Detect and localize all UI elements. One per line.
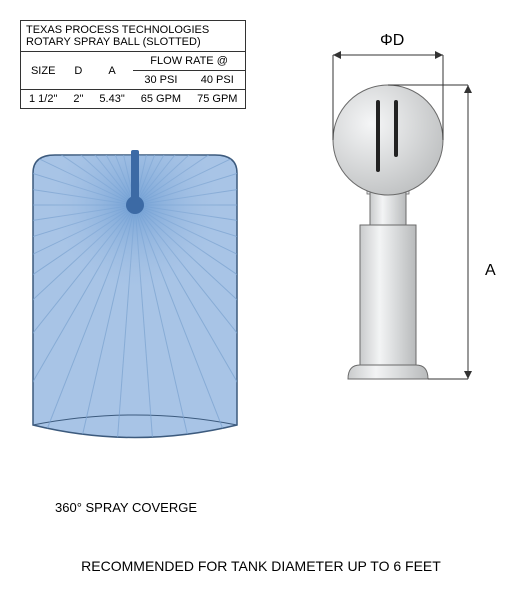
- cell-d: 2": [65, 90, 91, 109]
- col-flowrate: FLOW RATE @: [133, 52, 246, 71]
- svg-text:ΦD: ΦD: [380, 32, 404, 49]
- spec-table: TEXAS PROCESS TECHNOLOGIES ROTARY SPRAY …: [20, 20, 246, 109]
- cell-gpm40: 75 GPM: [189, 90, 246, 109]
- table-row: 1 1/2" 2" 5.43" 65 GPM 75 GPM: [21, 90, 246, 109]
- sprayball-drawing: ΦD A: [320, 30, 510, 475]
- recommendation-label: RECOMMENDED FOR TANK DIAMETER UP TO 6 FE…: [0, 558, 522, 574]
- cell-size: 1 1/2": [21, 90, 66, 109]
- svg-text:A: A: [485, 262, 496, 279]
- cell-gpm30: 65 GPM: [133, 90, 189, 109]
- col-d: D: [65, 52, 91, 90]
- col-30psi: 30 PSI: [133, 71, 189, 90]
- cell-a: 5.43": [91, 90, 132, 109]
- tank-spray-diagram: [25, 135, 245, 480]
- coverage-label: 360° SPRAY COVERGE: [55, 500, 197, 515]
- col-40psi: 40 PSI: [189, 71, 246, 90]
- table-title-1: TEXAS PROCESS TECHNOLOGIES: [26, 24, 240, 36]
- table-title-2: ROTARY SPRAY BALL (SLOTTED): [26, 36, 240, 48]
- col-a: A: [91, 52, 132, 90]
- col-size: SIZE: [21, 52, 66, 90]
